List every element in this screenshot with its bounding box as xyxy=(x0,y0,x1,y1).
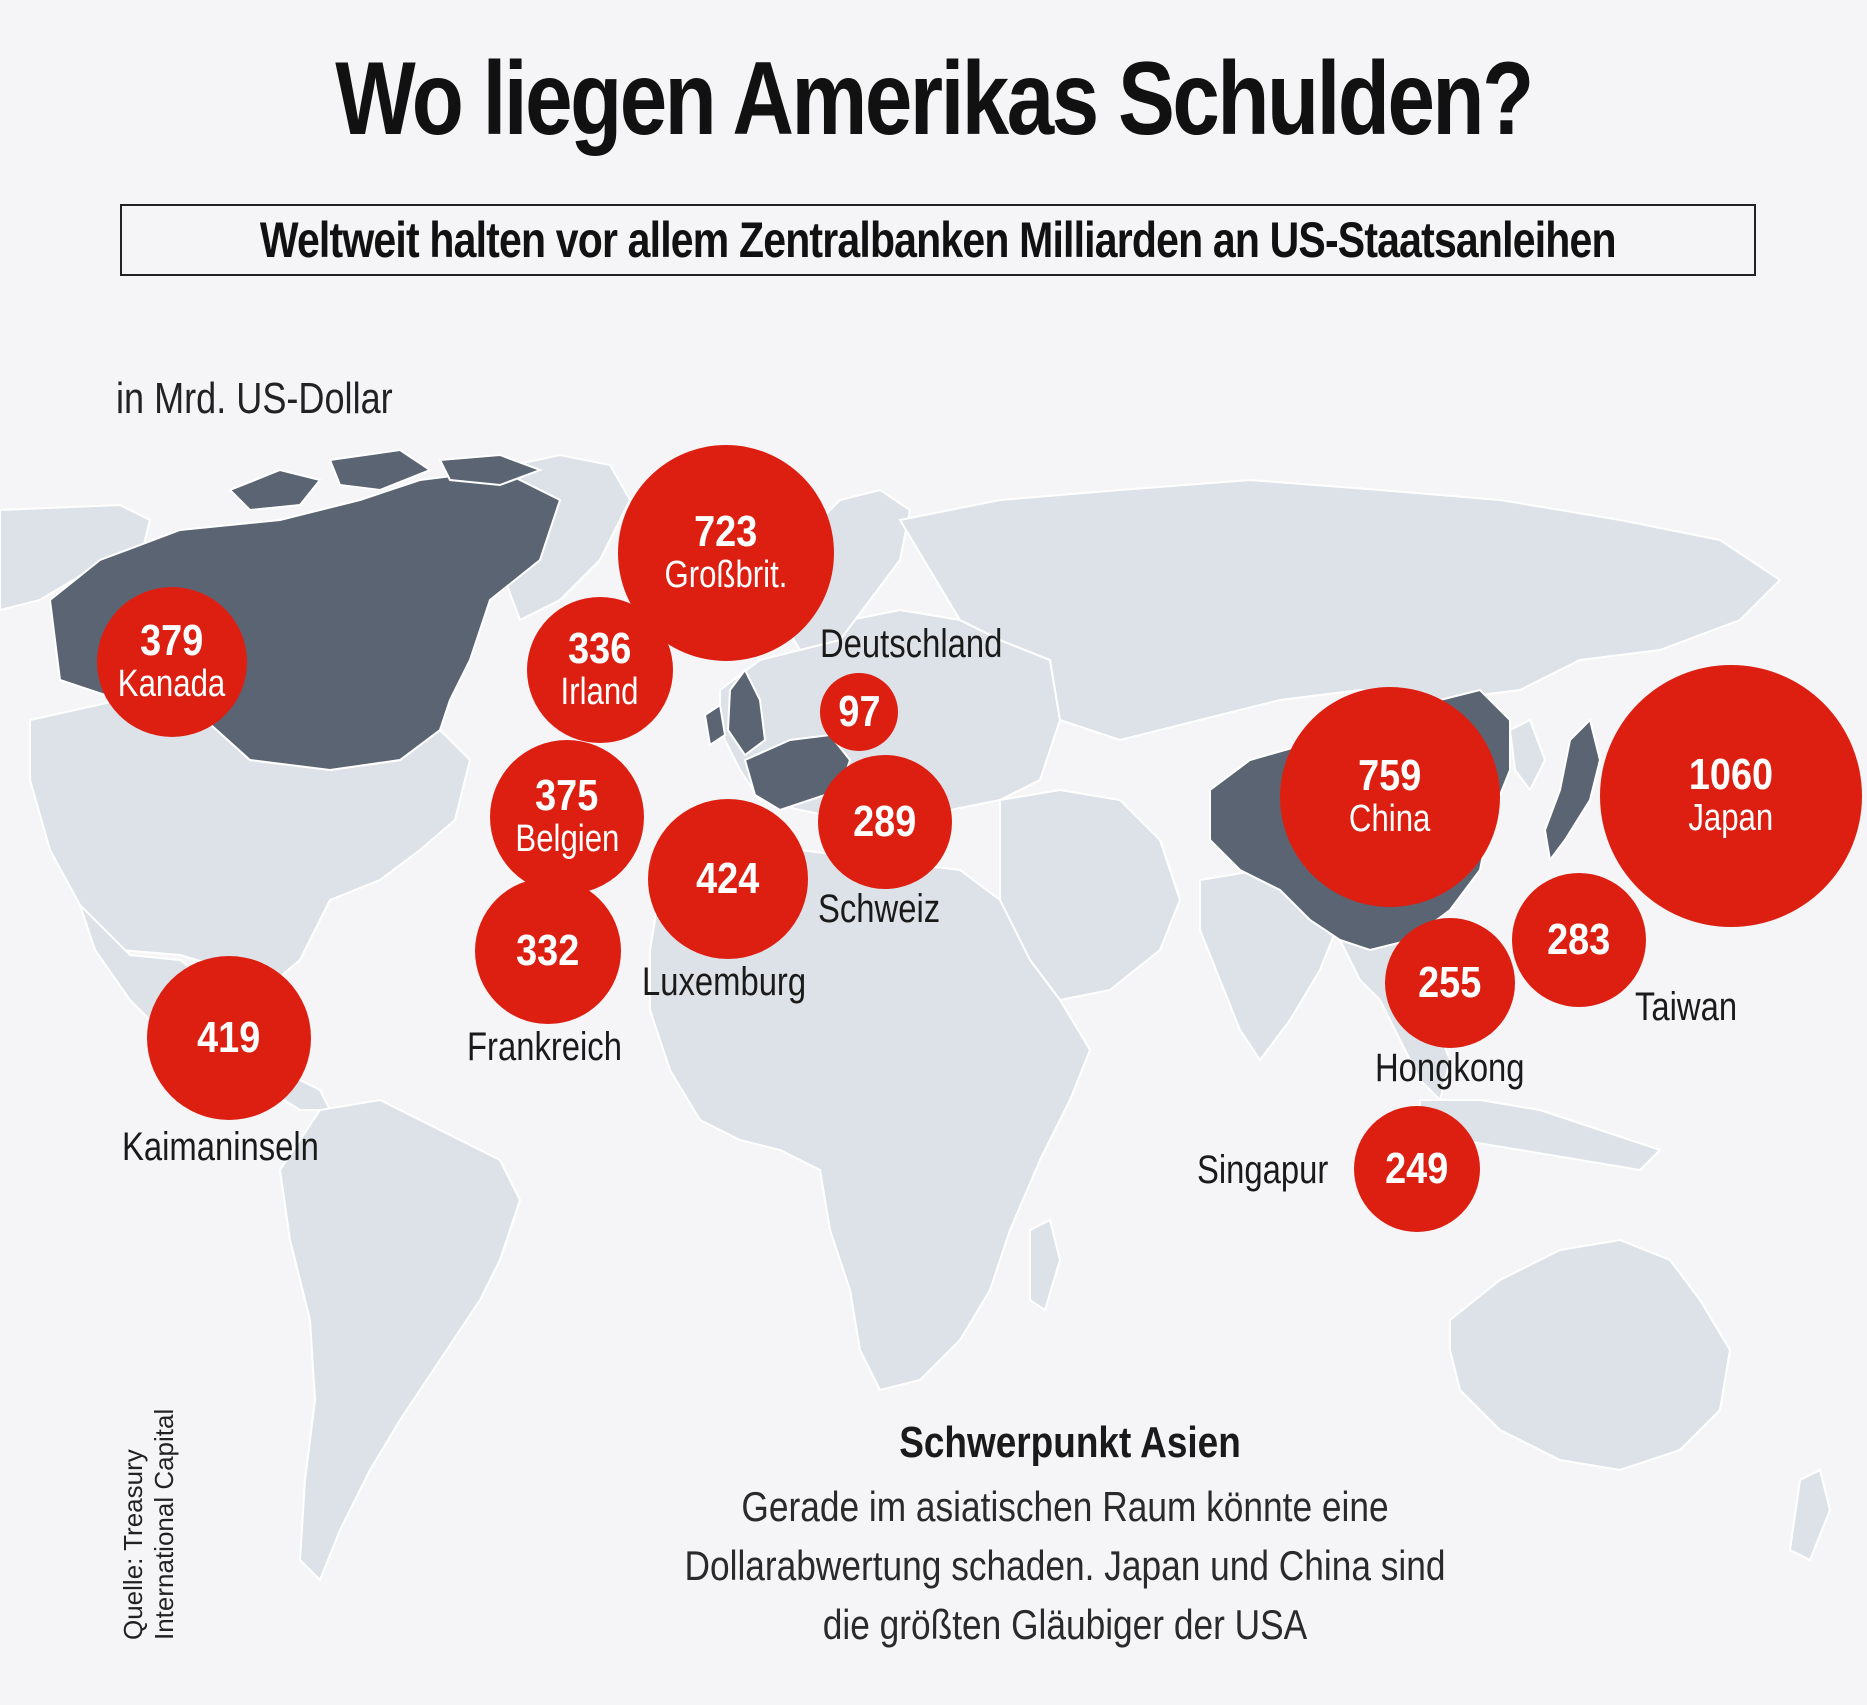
note-line-1: Gerade im asiatischen Raum könnte eine xyxy=(741,1483,1389,1530)
note-body: Gerade im asiatischen Raum könnte eine D… xyxy=(645,1478,1485,1654)
canada-islands-shape-3 xyxy=(438,453,543,487)
note-line-3: die größten Gläubiger der USA xyxy=(822,1600,1308,1648)
africa-shape xyxy=(649,848,1092,1392)
ireland-shape xyxy=(703,703,727,747)
south-america-shape xyxy=(278,1098,522,1582)
uk-shape xyxy=(726,668,767,757)
source-line-2: International Capital xyxy=(149,1408,180,1640)
canada-islands-shape xyxy=(228,468,322,512)
korea-shape xyxy=(1508,718,1547,792)
note-line-2: Dollarabwertung schaden. Japan und China… xyxy=(684,1541,1446,1589)
madagascar-shape xyxy=(1029,1218,1062,1312)
source-note: Quelle: Treasury International Capital xyxy=(118,1409,180,1640)
source-line-1: Quelle: Treasury xyxy=(118,1449,148,1640)
se-asia-shape xyxy=(1338,928,1452,1102)
japan-shape xyxy=(1543,718,1602,863)
unit-label: in Mrd. US-Dollar xyxy=(116,374,393,423)
page-title: Wo liegen Amerikas Schulden? xyxy=(335,41,1534,157)
indonesia-shape xyxy=(1419,1099,1662,1172)
subtitle: Weltweit halten vor allem Zentralbanken … xyxy=(260,212,1617,268)
note-heading: Schwerpunkt Asien xyxy=(899,1418,1241,1467)
subtitle-box: Weltweit halten vor allem Zentralbanken … xyxy=(120,204,1756,276)
canada-islands-shape-2 xyxy=(328,448,433,492)
russia-shape xyxy=(898,478,1782,742)
australia-shape xyxy=(1449,1238,1732,1472)
new-zealand-shape xyxy=(1788,1468,1832,1562)
